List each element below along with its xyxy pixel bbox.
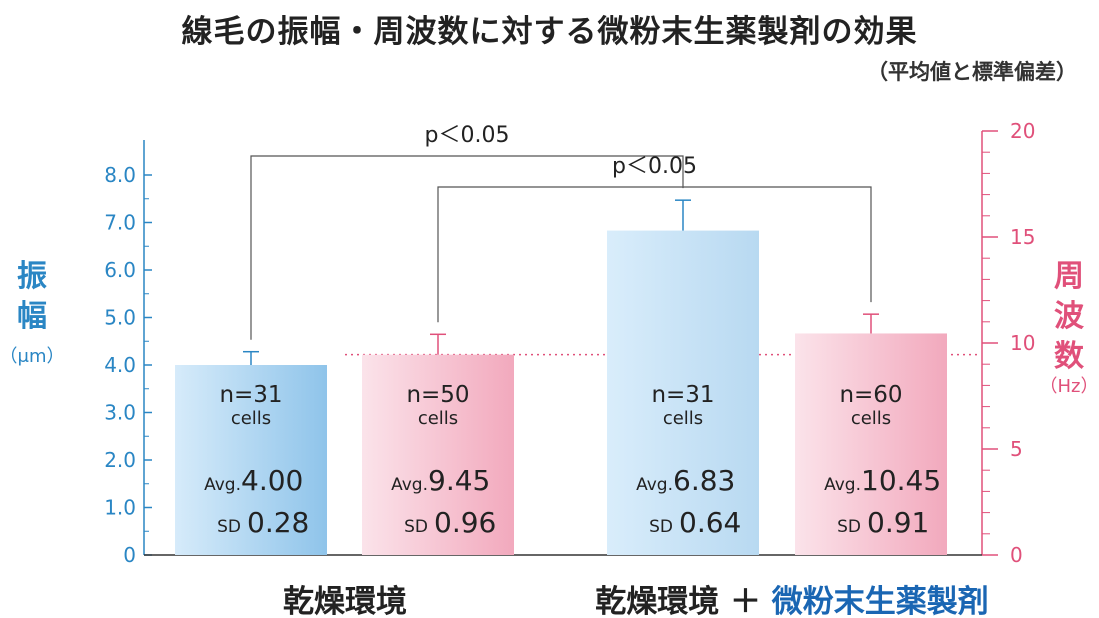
bar-frequency — [362, 354, 514, 555]
bar-avg-value: 9.45 — [428, 464, 490, 497]
chart-subtitle: （平均値と標準偏差） — [867, 60, 1077, 84]
group-label: 乾燥環境 — [283, 584, 407, 618]
significance-label: p＜0.05 — [612, 154, 697, 179]
bar-n-label: n=31 — [651, 382, 714, 408]
right-axis-label-char: 波 — [1054, 299, 1085, 334]
bar-sd-value: 0.91 — [867, 506, 929, 539]
bar-n-label: n=60 — [839, 382, 902, 408]
bar-n-label: n=50 — [406, 382, 469, 408]
group-label-main: 乾燥環境 ＋ — [595, 584, 772, 618]
right-axis-label-char: 数 — [1054, 339, 1085, 374]
significance-bracket — [437, 186, 872, 323]
bar-sd-prefix: SD — [837, 517, 861, 537]
bar-amplitude — [175, 365, 327, 555]
significance-bracket — [250, 155, 684, 340]
left-tick-label: 6.0 — [104, 258, 136, 282]
bar-sd-prefix: SD — [217, 517, 241, 537]
left-tick-label: 1.0 — [104, 496, 136, 520]
left-axis-unit: （μm） — [0, 346, 65, 367]
right-axis-unit: （Hz） — [1040, 376, 1099, 397]
group-label-highlight: 微粉末生薬製剤 — [771, 584, 989, 618]
bar-avg-value: 4.00 — [241, 464, 303, 497]
left-tick-label: 3.0 — [104, 401, 136, 425]
chart-title: 線毛の振幅・周波数に対する微粉末生薬製剤の効果 — [181, 14, 918, 50]
bar-cells-label: cells — [663, 408, 703, 429]
bar-avg-prefix: Avg. — [636, 475, 673, 495]
left-tick-label: 5.0 — [104, 306, 136, 330]
bar-frequency — [795, 333, 947, 555]
right-tick-label: 10 — [1010, 331, 1035, 355]
group-label: 乾燥環境 ＋ 微粉末生薬製剤 — [595, 584, 989, 618]
bar-sd-value: 0.64 — [679, 506, 741, 539]
right-tick-label: 0 — [1010, 543, 1023, 567]
left-tick-label: 2.0 — [104, 448, 136, 472]
bar-cells-label: cells — [418, 408, 458, 429]
bar-amplitude — [607, 230, 759, 555]
left-axis-label-char: 振 — [17, 259, 47, 294]
left-tick-label: 0 — [123, 543, 136, 567]
bar-sd-value: 0.28 — [247, 506, 309, 539]
bar-avg-value: 6.83 — [673, 464, 735, 497]
bar-avg-value: 10.45 — [861, 464, 941, 497]
bar-n-label: n=31 — [219, 382, 282, 408]
left-axis-label-char: 幅 — [17, 299, 47, 334]
left-tick-label: 7.0 — [104, 211, 136, 235]
right-tick-label: 5 — [1010, 437, 1023, 461]
significance-label: p＜0.05 — [425, 123, 510, 148]
bar-cells-label: cells — [851, 408, 891, 429]
bar-avg-prefix: Avg. — [391, 475, 428, 495]
bar-avg-prefix: Avg. — [824, 475, 861, 495]
left-tick-label: 8.0 — [104, 163, 136, 187]
bar-sd-value: 0.96 — [434, 506, 496, 539]
bar-avg-prefix: Avg. — [204, 475, 241, 495]
bar-sd-prefix: SD — [404, 517, 428, 537]
right-tick-label: 15 — [1010, 225, 1035, 249]
left-tick-label: 4.0 — [104, 353, 136, 377]
right-tick-label: 20 — [1010, 119, 1035, 143]
bar-sd-prefix: SD — [649, 517, 673, 537]
bar-cells-label: cells — [231, 408, 271, 429]
right-axis-label-char: 周 — [1054, 259, 1084, 294]
